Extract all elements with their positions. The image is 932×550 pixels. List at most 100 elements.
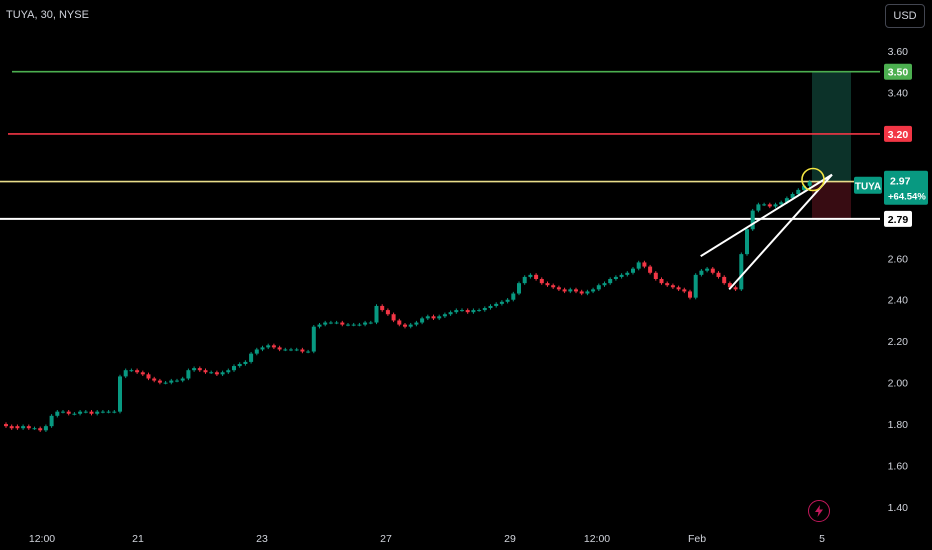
candle-body	[699, 270, 704, 275]
candle-body	[585, 291, 590, 294]
candle-body	[659, 279, 664, 284]
candle-body	[32, 428, 37, 430]
candle-body	[209, 372, 214, 374]
candle-body	[254, 349, 259, 354]
candle-body	[43, 426, 48, 431]
candle-body	[676, 287, 681, 290]
candle-body	[112, 411, 117, 413]
last-price-value: 2.97	[890, 176, 911, 188]
price-axis-badges: 3.50 3.20 2.79 TUYA 2.97 +64.54%	[854, 63, 928, 227]
level-badge-label: 3.20	[888, 129, 909, 141]
candle-body	[95, 411, 100, 414]
candle-body	[653, 272, 658, 279]
candle-body	[631, 268, 635, 273]
candle-body	[779, 202, 784, 205]
time-tick-label: Feb	[688, 533, 706, 545]
candle-body	[619, 274, 624, 277]
candle-body	[351, 324, 356, 326]
candle-body	[727, 283, 732, 288]
candle-body	[534, 274, 539, 279]
candle-body	[118, 376, 122, 412]
candle-body	[670, 285, 675, 288]
time-tick-label: 5	[819, 533, 825, 545]
candle-body	[739, 254, 744, 290]
candle-body	[140, 372, 145, 375]
level-badge-label: 2.79	[888, 214, 909, 226]
candle-body	[807, 181, 812, 186]
candle-body	[442, 314, 447, 317]
candle-body	[277, 347, 282, 350]
candle-body	[733, 287, 738, 290]
price-axis-labels: 3.603.403.203.002.802.602.402.202.001.80…	[888, 46, 909, 514]
candle-body	[488, 305, 493, 309]
horizontal-levels	[0, 70, 880, 220]
candle-body	[437, 316, 442, 319]
candle-body	[636, 262, 641, 269]
candle-body	[180, 378, 185, 381]
candle-body	[556, 287, 561, 290]
candle-body	[716, 272, 721, 277]
price-tick-label: 3.60	[888, 46, 909, 58]
candle-body	[21, 426, 26, 429]
candle-body	[192, 368, 197, 371]
candle-body	[203, 370, 208, 373]
candle-body	[340, 322, 345, 325]
candlestick-series	[4, 179, 812, 432]
trendline	[700, 173, 833, 258]
candle-body	[123, 370, 128, 377]
candle-body	[745, 229, 749, 255]
candle-body	[9, 426, 14, 429]
candle-body	[773, 204, 778, 207]
candle-body	[642, 262, 647, 267]
candle-body	[346, 324, 350, 326]
level-badge	[884, 125, 912, 142]
candle-body	[66, 411, 71, 414]
candle-body	[613, 276, 618, 279]
candle-body	[448, 312, 453, 315]
symbol-tag-label: TUYA	[855, 182, 881, 193]
candle-body	[722, 276, 727, 284]
currency-button[interactable]: USD	[885, 4, 925, 28]
candle-body	[403, 324, 407, 327]
candle-body	[260, 347, 265, 350]
candle-body	[693, 274, 698, 298]
candle-body	[505, 299, 510, 302]
candle-body	[289, 349, 293, 351]
candle-body	[4, 424, 8, 427]
candle-body	[237, 363, 242, 367]
candle-body	[790, 194, 795, 199]
candle-body	[78, 411, 83, 414]
price-tick-label: 3.40	[888, 87, 909, 99]
candle-body	[328, 322, 333, 324]
candle-body	[568, 289, 573, 292]
candle-body	[608, 279, 613, 284]
candle-body	[175, 380, 179, 382]
price-tick-label: 1.80	[888, 419, 909, 431]
candle-body	[243, 361, 248, 364]
candle-body	[767, 204, 772, 207]
candle-body	[15, 426, 20, 429]
time-axis-labels: 12:00 21 23 27 29 12:00 Feb 5	[29, 533, 825, 545]
level-badge	[884, 63, 912, 80]
price-tick-label: 2.00	[888, 378, 909, 390]
loss-zone	[812, 181, 851, 219]
time-tick-label: 12:00	[29, 533, 55, 545]
trendline-drawings	[700, 167, 833, 291]
lightning-icon[interactable]	[808, 500, 830, 522]
candle-body	[802, 185, 806, 190]
candle-body	[226, 370, 231, 373]
candle-body	[579, 291, 584, 294]
level-badge-label: 3.50	[888, 67, 909, 79]
candle-body	[294, 349, 299, 351]
candle-body	[385, 310, 390, 315]
symbol-interval-label[interactable]: TUYA, 30, NYSE	[6, 9, 89, 21]
candle-body	[682, 289, 687, 292]
long-position-box	[812, 71, 851, 219]
candle-body	[784, 198, 789, 203]
candle-body	[306, 351, 311, 353]
candle-body	[283, 349, 288, 351]
candle-body	[61, 411, 65, 413]
candle-body	[220, 372, 225, 375]
candle-body	[574, 289, 578, 292]
